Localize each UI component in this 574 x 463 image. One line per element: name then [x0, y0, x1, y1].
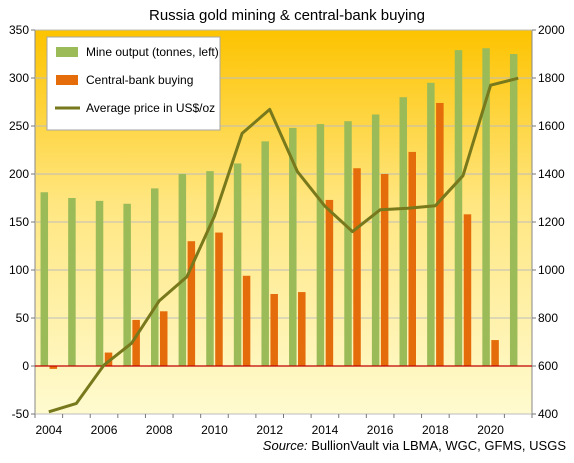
bar-mine-output: [399, 97, 407, 366]
y-left-tick-label: 200: [9, 167, 29, 181]
x-tick-label: 2008: [146, 423, 173, 437]
bar-mine-output: [178, 174, 187, 366]
price-line: [48, 76, 519, 414]
source-label: Source:: [263, 438, 308, 453]
x-tick-label: 2012: [256, 423, 283, 437]
bar-mine-output: [371, 114, 380, 366]
bar-mine-output: [509, 54, 518, 366]
bar-central-bank: [353, 168, 361, 366]
x-tick-label: 2020: [477, 423, 504, 437]
y-left-tick-label: 300: [9, 71, 29, 85]
y-left-tick-label: 50: [16, 311, 30, 325]
legend-swatch: [56, 47, 78, 57]
y-right-tick-label: 600: [538, 359, 558, 373]
y-right-tick-label: 1600: [538, 119, 565, 133]
y-left-tick-label: -50: [12, 407, 30, 421]
legend-swatch: [56, 75, 78, 85]
y-right-tick-label: 800: [538, 311, 558, 325]
bar-central-bank: [104, 352, 113, 366]
bar-mine-output: [123, 203, 131, 366]
bar-central-bank: [187, 241, 196, 366]
bar-central-bank: [298, 292, 306, 366]
legend: Mine output (tonnes, left) Central-bank b…: [46, 36, 221, 131]
bar-central-bank: [160, 311, 168, 366]
bar-central-bank: [436, 102, 444, 367]
y-left-tick-label: 100: [9, 263, 29, 277]
bars: [40, 48, 518, 369]
x-tick-label: 2016: [367, 423, 394, 437]
x-tick-label: 2010: [201, 423, 228, 437]
y-right-tick-label: 1400: [538, 167, 565, 181]
y-right-tick-label: 1000: [538, 263, 565, 277]
y-right-tick-label: 2000: [538, 23, 565, 37]
source-note: Source: BullionVault via LBMA, WGC, GFMS…: [263, 438, 567, 453]
legend-label: Central-bank buying: [86, 73, 193, 87]
bar-mine-output: [40, 192, 49, 366]
bar-mine-output: [68, 198, 76, 366]
bar-mine-output: [233, 163, 242, 366]
chart-title: Russia gold mining & central-bank buying: [149, 7, 425, 24]
y-right-tick-label: 1200: [538, 215, 565, 229]
bar-mine-output: [206, 171, 214, 366]
bar-mine-output: [316, 124, 325, 366]
bar-central-bank: [215, 232, 223, 366]
y-right-tick-label: 400: [538, 407, 558, 421]
x-tick-label: 2018: [422, 423, 449, 437]
bar-mine-output: [427, 82, 435, 367]
x-tick-label: 2004: [35, 423, 62, 437]
y-left-tick-label: 0: [22, 359, 29, 373]
y-left-tick-label: 150: [9, 215, 29, 229]
bar-central-bank: [270, 294, 278, 366]
source-text: BullionVault via LBMA, WGC, GFMS, USGS: [308, 438, 567, 453]
bar-central-bank: [380, 174, 389, 366]
legend-label: Average price in US$/oz: [86, 101, 215, 115]
bar-central-bank: [49, 366, 58, 369]
bar-central-bank: [491, 340, 499, 366]
bar-mine-output: [151, 188, 159, 366]
y-left-tick-label: 250: [9, 119, 29, 133]
legend-label: Mine output (tonnes, left): [86, 45, 219, 59]
bar-mine-output: [261, 141, 269, 366]
bar-central-bank: [408, 151, 416, 366]
bar-central-bank: [132, 319, 140, 366]
y-right-tick-label: 1800: [538, 71, 565, 85]
bar-mine-output: [454, 50, 463, 366]
bar-mine-output: [482, 48, 490, 367]
y-left-tick-label: 350: [9, 23, 29, 37]
x-tick-label: 2014: [312, 423, 339, 437]
bar-mine-output: [344, 121, 352, 366]
bar-central-bank: [325, 199, 334, 366]
x-tick-label: 2006: [91, 423, 118, 437]
bar-central-bank: [242, 275, 251, 366]
price-line-path: [48, 76, 519, 414]
bar-mine-output: [289, 127, 297, 366]
bar-mine-output: [95, 200, 104, 366]
axes: -50 0 50 100 150 200 250 300 350 400 600 800 1000 120…: [9, 23, 565, 437]
bar-central-bank: [463, 214, 472, 366]
